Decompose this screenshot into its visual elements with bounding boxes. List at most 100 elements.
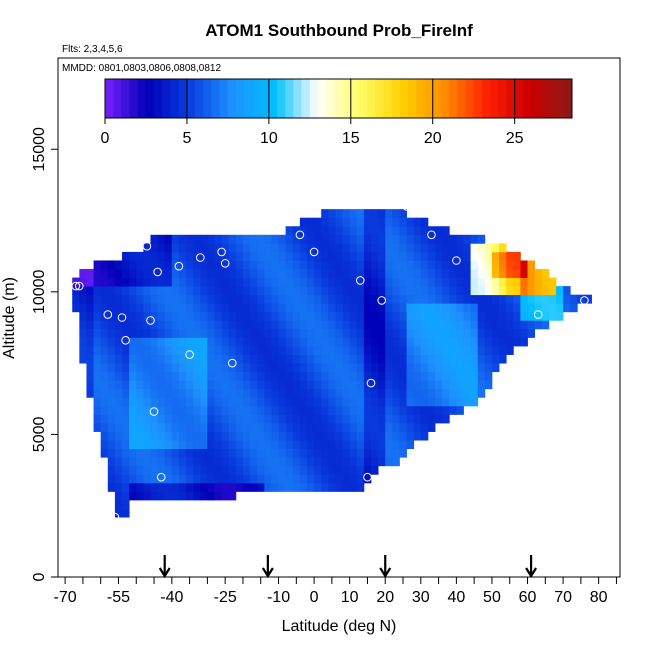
heatmap-cell (541, 269, 550, 278)
heatmap-cell (491, 251, 500, 261)
heatmap-cell (314, 482, 322, 492)
heatmap-cell (235, 320, 244, 330)
heatmap-cell (114, 277, 123, 287)
heatmap-cell (157, 457, 166, 467)
heatmap-cell (271, 337, 279, 347)
heatmap-cell (420, 286, 429, 296)
heatmap-cell (278, 294, 287, 304)
heatmap-cell (136, 405, 144, 415)
heatmap-cell (363, 294, 372, 304)
heatmap-cell (484, 294, 493, 304)
heatmap-cell (250, 380, 258, 390)
heatmap-cell (228, 269, 237, 278)
heatmap-cell (349, 346, 358, 355)
heatmap-cell (321, 448, 329, 458)
heatmap-cell (186, 320, 194, 330)
heatmap-cell (499, 294, 507, 304)
heatmap-cell (150, 277, 158, 287)
heatmap-cell (314, 234, 322, 244)
heatmap-cell (356, 474, 365, 484)
heatmap-cell (328, 431, 336, 441)
observation-point (580, 296, 589, 305)
heatmap-cell (435, 269, 443, 278)
colorbar-cell (195, 79, 204, 118)
heatmap-cell (328, 277, 336, 287)
heatmap-cell (250, 328, 258, 338)
heatmap-cell (435, 380, 443, 390)
heatmap-cell (129, 388, 137, 398)
heatmap-cell (93, 303, 102, 313)
heatmap-cell (378, 234, 386, 244)
heatmap-cell (513, 251, 521, 261)
heatmap-cell (164, 320, 173, 330)
heatmap-cell (548, 286, 557, 296)
heatmap-cell (250, 346, 258, 355)
heatmap-cell (520, 294, 528, 304)
heatmap-cell (264, 440, 272, 450)
heatmap-cell (463, 346, 471, 355)
heatmap-cell (178, 234, 187, 244)
heatmap-cell (435, 286, 443, 296)
x-tick-label: 50 (483, 589, 501, 606)
heatmap-cell (321, 337, 329, 347)
heatmap-cell (157, 311, 166, 321)
heatmap-cell (207, 474, 215, 484)
heatmap-cell (371, 440, 379, 450)
heatmap-cell (186, 491, 194, 501)
heatmap-cell (164, 414, 173, 424)
heatmap-cell (257, 371, 265, 381)
heatmap-cell (456, 354, 464, 364)
heatmap-cell (250, 474, 258, 484)
heatmap-cell (228, 491, 237, 501)
heatmap-cell (278, 303, 287, 313)
heatmap-cell (534, 269, 543, 278)
heatmap-cell (513, 294, 521, 304)
arrow-head (525, 567, 538, 579)
heatmap-cell (235, 371, 244, 381)
heatmap-cell (371, 457, 379, 467)
observation-point (153, 267, 162, 277)
heatmap-cell (470, 311, 479, 321)
heatmap-cell (299, 465, 308, 475)
heatmap-cell (406, 303, 415, 313)
heatmap-cell (371, 448, 379, 458)
heatmap-cell (335, 303, 343, 313)
heatmap-cell (371, 320, 379, 330)
heatmap-cell (72, 294, 80, 304)
heatmap-cell (314, 328, 322, 338)
heatmap-cell (107, 371, 116, 381)
heatmap-cell (129, 269, 137, 278)
heatmap-cell (271, 234, 279, 244)
colorbar-cell (432, 79, 442, 118)
heatmap-cell (477, 320, 486, 330)
heatmap-cell (143, 474, 151, 484)
heatmap-cell (413, 294, 422, 304)
heatmap-cell (420, 431, 429, 441)
heatmap-cell (399, 440, 407, 450)
heatmap-cell (449, 371, 457, 381)
heatmap-cell (470, 337, 479, 347)
x-tick-label: 10 (341, 589, 359, 606)
heatmap-cell (193, 346, 201, 355)
heatmap-cell (257, 269, 265, 278)
heatmap-cell (406, 414, 415, 424)
heatmap-cell (349, 405, 358, 415)
heatmap-cell (356, 226, 365, 236)
heatmap-cell (435, 226, 443, 236)
heatmap-cell (399, 371, 407, 381)
heatmap-cell (186, 414, 194, 424)
heatmap-cell (242, 423, 251, 432)
heatmap-cell (385, 226, 393, 236)
heatmap-cell (178, 388, 187, 398)
heatmap-cell (314, 251, 322, 261)
heatmap-cell (349, 414, 358, 424)
heatmap-cell (79, 269, 87, 278)
heatmap-cell (150, 380, 158, 390)
heatmap-cell (491, 346, 500, 355)
heatmap-cell (328, 303, 336, 313)
heatmap-cell (114, 346, 123, 355)
heatmap-cell (349, 260, 358, 270)
heatmap-cell (306, 217, 315, 227)
heatmap-cell (114, 465, 123, 475)
heatmap-cell (456, 260, 464, 270)
